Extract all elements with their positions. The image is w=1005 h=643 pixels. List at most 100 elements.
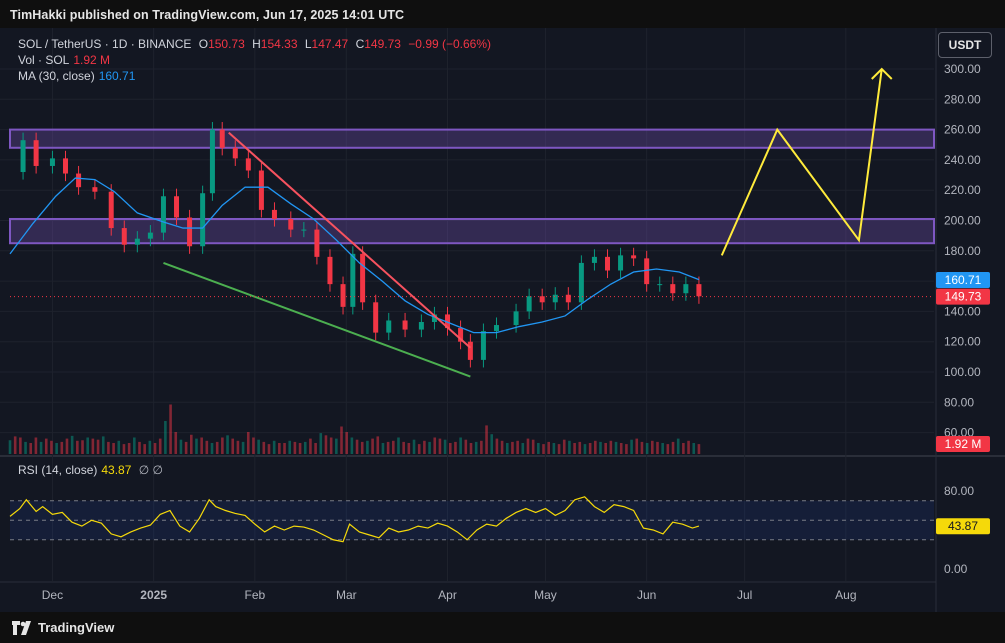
volume-bar <box>371 438 374 454</box>
candle-body <box>340 284 346 307</box>
low-label: L <box>304 37 312 51</box>
candle-body <box>402 320 408 330</box>
candle-body <box>108 191 114 229</box>
volume-bar <box>490 434 494 454</box>
volume-bar <box>454 441 457 454</box>
volume-bar <box>645 443 649 454</box>
volume-bar <box>262 441 266 454</box>
candle-body <box>49 158 55 166</box>
change-value: −0.99 (−0.66%) <box>408 37 492 51</box>
time-tick-label: Feb <box>245 588 266 602</box>
volume-bar <box>293 441 297 454</box>
rsi-value-label-bg <box>936 518 990 535</box>
volume-bar <box>298 443 302 454</box>
projection-arrowhead <box>871 67 893 80</box>
volume-bar <box>309 438 312 454</box>
brand: TradingView <box>12 620 114 635</box>
candle-body <box>670 284 676 294</box>
volume-bar <box>485 425 488 454</box>
volume-bar <box>386 441 390 454</box>
volume-bar <box>480 440 483 454</box>
volume-bar <box>526 438 530 454</box>
volume-bar <box>552 443 556 454</box>
volume-bar <box>661 443 664 454</box>
candle-body <box>565 294 571 303</box>
rsi-extra: ∅ ∅ <box>138 463 163 477</box>
close-label: C <box>355 37 365 51</box>
volume-bar <box>350 437 354 454</box>
time-tick-label: Mar <box>336 588 357 602</box>
low-value: 147.47 <box>311 37 349 51</box>
volume-bar <box>562 439 566 454</box>
candle-body <box>493 325 499 332</box>
volume-bar <box>692 443 696 454</box>
volume-bar <box>568 440 571 454</box>
drawings <box>10 67 934 378</box>
volume-bar <box>91 438 95 454</box>
resistance-zone <box>9 217 935 245</box>
rsi-tick-label: 0.00 <box>944 562 968 576</box>
published-caption: TimHakki published on TradingView.com, J… <box>10 8 405 22</box>
price-tick-label: 80.00 <box>944 395 974 409</box>
candle-body <box>20 140 26 173</box>
volume-bar <box>557 444 561 454</box>
candle-body <box>526 296 532 312</box>
header-bar <box>0 0 1005 28</box>
volume-bar <box>635 438 639 454</box>
candle-body <box>360 253 366 303</box>
candle-body <box>445 314 451 329</box>
candle-body <box>232 147 238 159</box>
volume-bar <box>34 437 38 454</box>
legend-line-3: MA (30, close) 160.71 <box>18 69 139 83</box>
volume-bar <box>697 444 701 454</box>
rsi-value-label: 43.87 <box>948 519 978 533</box>
volume-bar <box>428 441 431 454</box>
volume-bar <box>241 441 245 454</box>
resistance-zone <box>9 128 935 149</box>
volume-bar <box>340 426 343 454</box>
candle-body <box>683 284 689 294</box>
price-tick-label: 200.00 <box>944 214 981 228</box>
ma-price-label-bg <box>936 272 990 289</box>
candle-body <box>200 193 206 247</box>
time-tick-label: Aug <box>835 588 856 602</box>
volume-bar <box>236 440 240 454</box>
tradingview-logo-icon <box>12 620 31 635</box>
moving-average <box>9 177 700 334</box>
price-tick-label: 180.00 <box>944 244 981 258</box>
volume-label: Vol · SOL <box>18 53 70 67</box>
ma-price-label: 160.71 <box>945 273 982 287</box>
price-tick-label: 100.00 <box>944 365 981 379</box>
volume-bar <box>50 440 53 454</box>
resistance-trendline <box>228 131 472 349</box>
high-value: 154.33 <box>260 37 298 51</box>
volume-bar <box>158 438 162 454</box>
volume-bar <box>112 443 115 454</box>
time-tick-label: Jul <box>737 588 752 602</box>
volume-bar <box>407 443 411 454</box>
volume-bar <box>319 433 323 454</box>
volume-bar <box>55 443 58 454</box>
volume-bar <box>578 441 582 454</box>
candle-body <box>147 232 153 239</box>
volume-bar <box>443 439 447 454</box>
brand-name: TradingView <box>38 620 115 635</box>
volume-bar <box>402 441 405 454</box>
volume-bar <box>345 432 348 454</box>
volume-bar <box>619 443 623 454</box>
candle-body <box>76 173 82 188</box>
volume-bar <box>583 444 587 454</box>
candle-body <box>327 256 333 285</box>
currency-button[interactable]: USDT <box>938 32 992 58</box>
volume-bar <box>184 441 188 454</box>
candle-body <box>219 129 225 148</box>
price-tick-label: 300.00 <box>944 62 981 76</box>
volume-bar <box>174 432 178 454</box>
volume-bar <box>671 441 675 454</box>
volume-bar <box>246 432 250 454</box>
time-tick-label: Jun <box>637 588 656 602</box>
candle-body <box>209 129 215 194</box>
legend-line-1: SOL / TetherUS · 1D · BINANCE O150.73 H1… <box>18 37 495 51</box>
volume-axis-label-bg <box>936 436 990 452</box>
